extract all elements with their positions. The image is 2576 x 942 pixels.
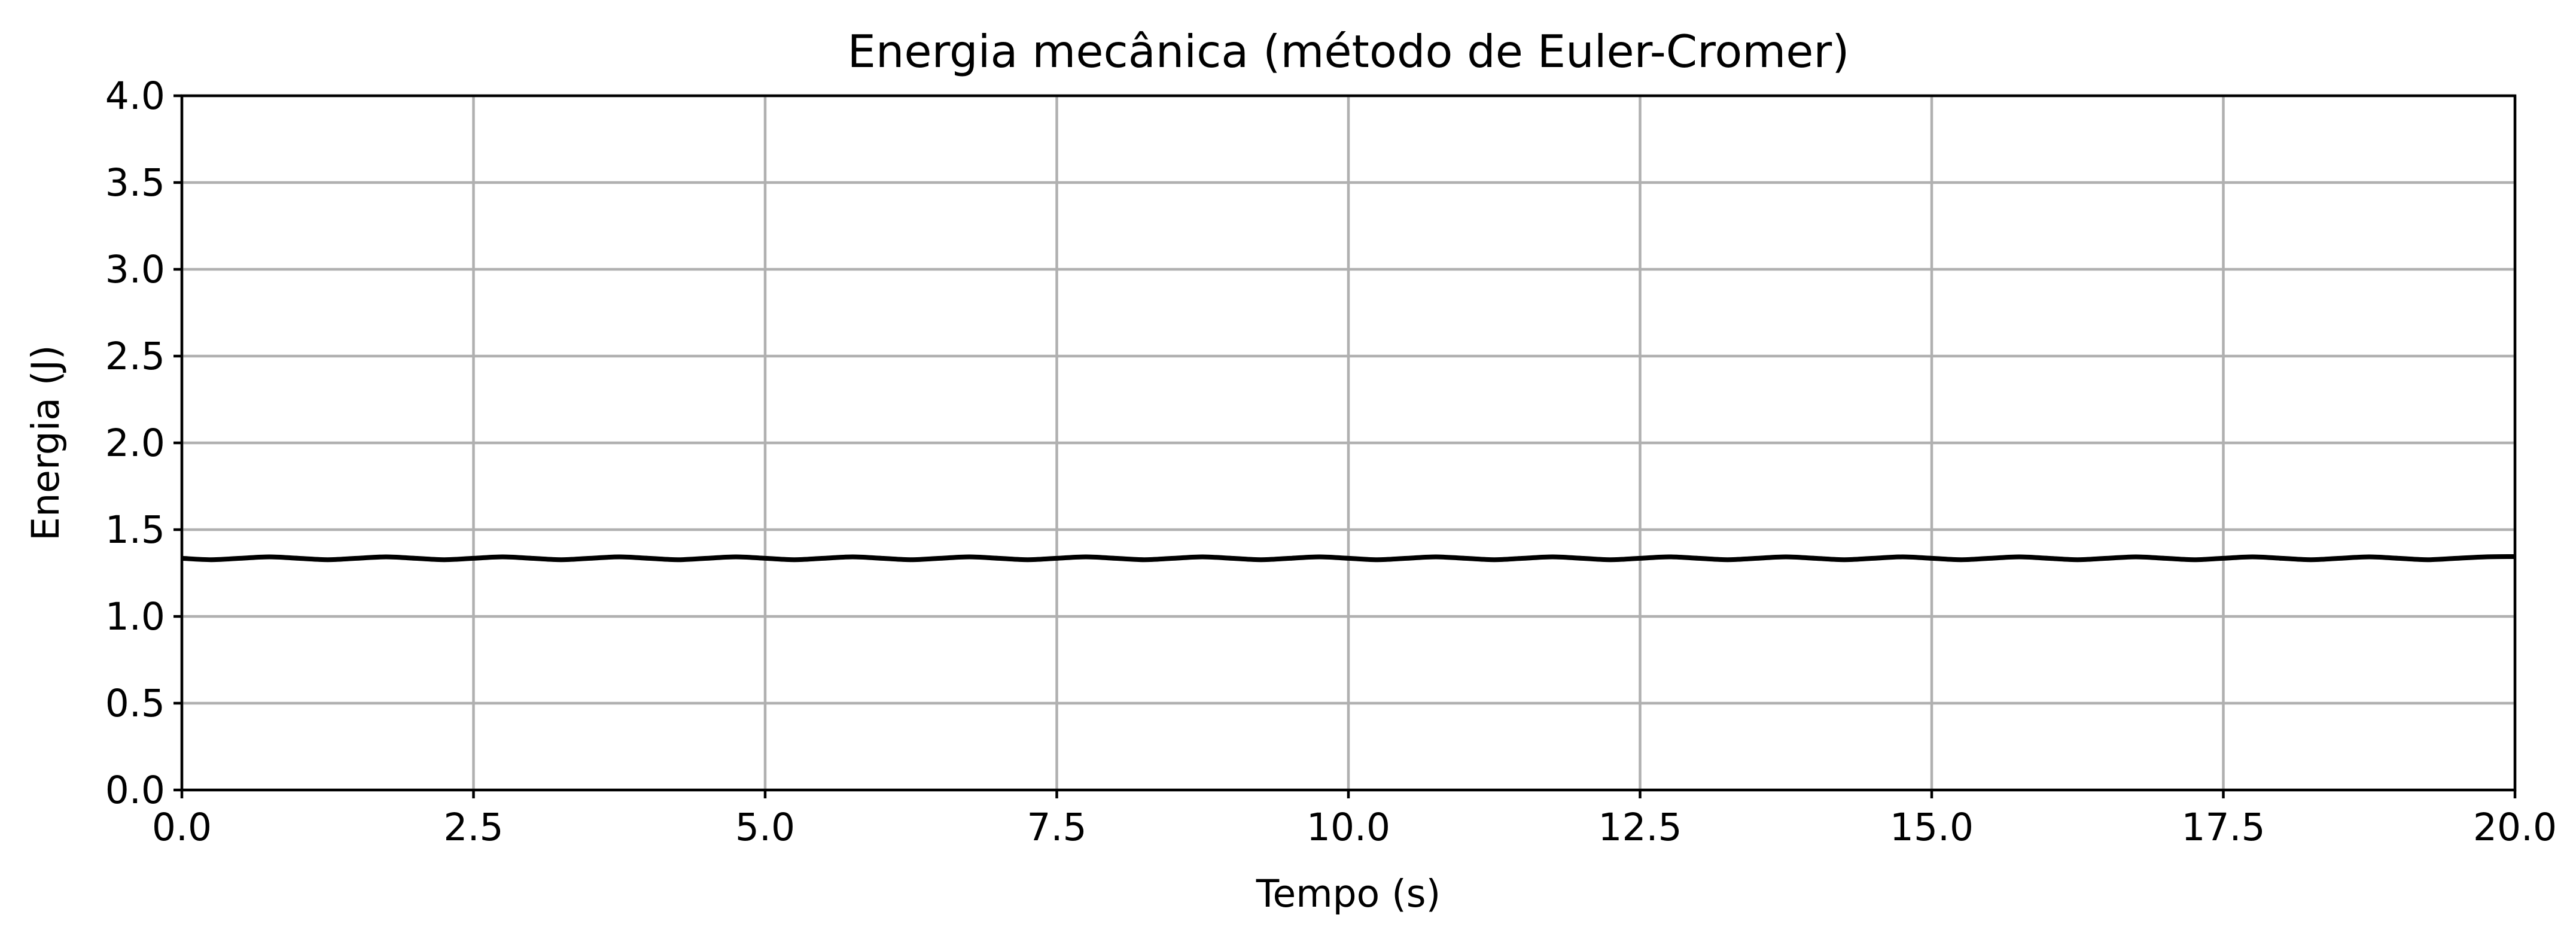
grid-lines bbox=[180, 94, 2517, 792]
y-tick-label: 1.5 bbox=[105, 508, 165, 552]
y-tick-label: 1.0 bbox=[105, 595, 165, 639]
y-tick-label: 2.0 bbox=[105, 421, 165, 465]
y-axis: 0.0 0.5 1.0 1.5 2.0 2.5 3.0 3.5 4.0 bbox=[105, 74, 182, 812]
x-axis: 0.0 2.5 5.0 7.5 10.0 12.5 15.0 17.5 20.0 bbox=[152, 790, 2557, 849]
chart-title: Energia mecânica (método de Euler-Cromer… bbox=[847, 25, 1849, 78]
x-tick-label: 17.5 bbox=[2181, 806, 2265, 849]
x-tick-label: 10.0 bbox=[1307, 806, 1390, 849]
x-tick-label: 15.0 bbox=[1890, 806, 1974, 849]
x-tick-label: 12.5 bbox=[1598, 806, 1682, 849]
y-tick-label: 3.0 bbox=[105, 248, 165, 291]
y-tick-label: 0.5 bbox=[105, 682, 165, 725]
x-axis-label: Tempo (s) bbox=[1256, 872, 1441, 916]
x-tick-label: 7.5 bbox=[1027, 806, 1086, 849]
x-tick-label: 0.0 bbox=[152, 806, 212, 849]
x-tick-label: 2.5 bbox=[443, 806, 503, 849]
y-tick-label: 0.0 bbox=[105, 768, 165, 812]
x-tick-label: 20.0 bbox=[2473, 806, 2557, 849]
x-tick-label: 5.0 bbox=[735, 806, 795, 849]
y-tick-label: 3.5 bbox=[105, 161, 165, 205]
energy-series-line bbox=[181, 554, 2516, 563]
y-tick-label: 2.5 bbox=[105, 335, 165, 378]
y-axis-label: Energia (J) bbox=[24, 345, 68, 540]
series-layer bbox=[181, 554, 2516, 563]
y-tick-label: 4.0 bbox=[105, 74, 165, 118]
